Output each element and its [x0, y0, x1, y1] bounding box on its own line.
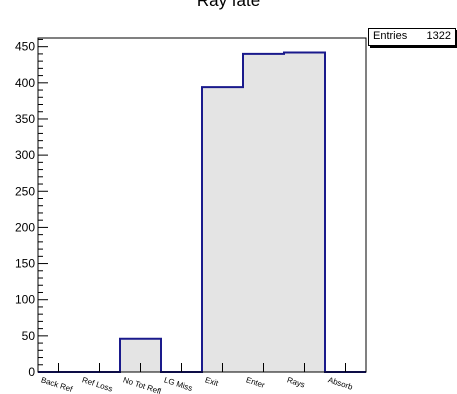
y-tick-label: 300	[15, 148, 35, 162]
stats-box: Entries 1322	[368, 28, 456, 46]
y-tick-label: 250	[15, 184, 35, 198]
y-tick-label: 450	[15, 40, 35, 54]
stats-entries-label: Entries	[373, 30, 408, 42]
histogram-outline	[38, 51, 366, 373]
x-tick-label: Ref Loss	[81, 375, 114, 393]
bar-6	[284, 52, 325, 373]
y-tick-label: 200	[15, 220, 35, 234]
y-tick-label: 350	[15, 112, 35, 126]
x-tick-label: Back Ref	[40, 375, 74, 394]
y-tick-label: 400	[15, 76, 35, 90]
x-tick-label: No Tot Refl	[122, 375, 162, 394]
plot-frame	[37, 37, 367, 373]
bar-4	[202, 87, 243, 373]
y-tick-label: 100	[15, 293, 35, 307]
x-tick-label: Enter	[245, 375, 266, 390]
y-tick-label: 150	[15, 257, 35, 271]
y-tick-label: 0	[28, 365, 35, 379]
bar-5	[243, 53, 284, 373]
x-tick-label: LG Miss	[163, 375, 194, 393]
x-tick-label: Rays	[286, 375, 306, 389]
x-tick-label: Absorb	[327, 375, 354, 392]
x-tick-label: Exit	[204, 375, 220, 388]
y-tick-label: 50	[22, 329, 36, 343]
chart-title: Ray fate	[196, 0, 261, 10]
stats-entries-value: 1322	[426, 30, 451, 42]
